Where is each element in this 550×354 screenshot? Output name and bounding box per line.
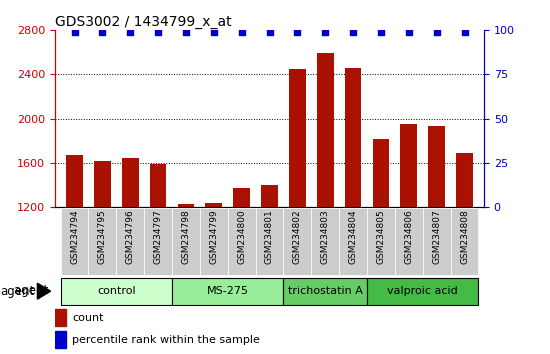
Text: GSM234801: GSM234801 [265,209,274,264]
Bar [55,331,66,348]
Text: agent: agent [0,285,34,298]
Bar [456,153,473,207]
Text: GSM234798: GSM234798 [182,209,190,264]
Bar [122,159,139,207]
Text: GSM234794: GSM234794 [70,209,79,264]
Point [432,29,441,35]
Bar [317,53,333,207]
Bar [450,208,478,275]
Polygon shape [37,283,51,299]
Bar [423,208,450,275]
Bar [289,69,306,207]
Text: percentile rank within the sample: percentile rank within the sample [72,335,260,345]
Bar [261,185,278,207]
Bar [55,309,66,326]
Point [210,29,218,35]
Bar [94,161,111,207]
Point [349,29,358,35]
Bar [367,208,395,275]
Text: GSM234799: GSM234799 [210,209,218,264]
Bar [206,203,222,207]
Text: MS-275: MS-275 [207,286,249,296]
Bar [400,124,417,207]
Text: GSM234802: GSM234802 [293,209,302,264]
Bar [233,188,250,207]
Bar [339,208,367,275]
Text: GSM234797: GSM234797 [153,209,163,264]
Point [460,29,469,35]
Bar [395,208,423,275]
Text: GSM234805: GSM234805 [376,209,386,264]
Bar [144,208,172,275]
Bar [283,278,367,305]
Bar [283,208,311,275]
Point [70,29,79,35]
Bar [60,278,172,305]
Bar [428,126,445,207]
Text: control: control [97,286,136,296]
Text: GSM234808: GSM234808 [460,209,469,264]
Text: count: count [72,313,103,323]
Point [293,29,302,35]
Point [98,29,107,35]
Point [404,29,413,35]
Text: GSM234806: GSM234806 [404,209,413,264]
Bar [256,208,283,275]
Text: GSM234795: GSM234795 [98,209,107,264]
Point [265,29,274,35]
Bar [345,68,361,207]
Point [126,29,135,35]
Point [377,29,386,35]
Text: trichostatin A: trichostatin A [288,286,362,296]
Bar [60,208,89,275]
Bar [172,208,200,275]
Bar [150,164,167,207]
Text: agent: agent [14,284,52,297]
Text: GSM234804: GSM234804 [349,209,358,264]
Bar [172,278,283,305]
Bar [311,208,339,275]
Point [153,29,162,35]
Bar [178,204,194,207]
Bar [372,138,389,207]
Text: GSM234807: GSM234807 [432,209,441,264]
Text: valproic acid: valproic acid [387,286,458,296]
Bar [66,155,83,207]
Bar [228,208,256,275]
Text: GSM234800: GSM234800 [237,209,246,264]
Point [321,29,329,35]
Text: GDS3002 / 1434799_x_at: GDS3002 / 1434799_x_at [55,15,232,29]
Bar [200,208,228,275]
Bar [367,278,478,305]
Text: GSM234803: GSM234803 [321,209,329,264]
Point [237,29,246,35]
Bar [89,208,116,275]
Text: GSM234796: GSM234796 [126,209,135,264]
Bar [116,208,144,275]
Point [182,29,190,35]
